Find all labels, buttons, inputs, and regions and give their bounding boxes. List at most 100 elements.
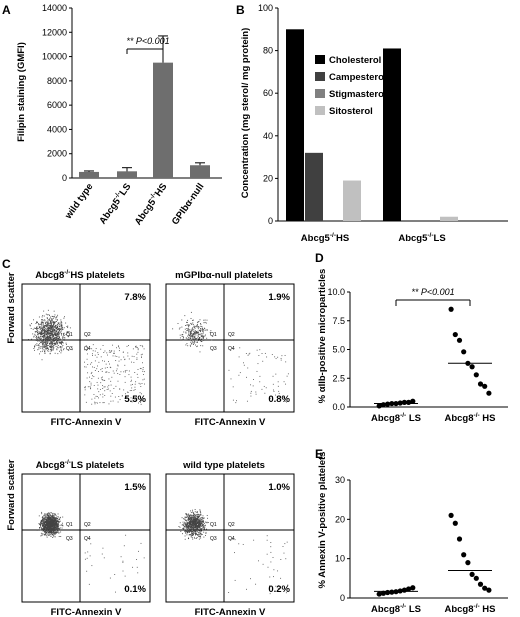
panel-c-event [62, 524, 64, 526]
panel-c-event [186, 522, 188, 524]
panel-c-event [33, 335, 35, 337]
panel-c-event [189, 337, 191, 339]
panel-c-event [186, 530, 188, 532]
panel-c-ylabel-bottom: Forward scatter [6, 459, 17, 531]
panel-c-event [62, 327, 64, 329]
panel-c-event [48, 342, 50, 344]
panel-c-event [58, 518, 60, 520]
panel-c-event [63, 339, 65, 341]
panel-c-event [68, 331, 70, 333]
panel-c-event [197, 526, 199, 528]
panel-c-event [186, 516, 188, 518]
panel-c-event [58, 329, 60, 331]
panel-c-event [106, 352, 108, 354]
panel-c-event [52, 315, 54, 317]
panel-c-event [189, 519, 191, 521]
panel-c-event [191, 340, 192, 341]
panel-c-event [189, 515, 191, 517]
panel-c-event [192, 517, 194, 518]
panel-c-event [202, 338, 204, 339]
panel-c-event [193, 331, 195, 333]
panel-c-event [197, 323, 198, 325]
panel-c-event [44, 521, 46, 523]
panel-c-event [55, 325, 57, 327]
panel-c-event [42, 344, 43, 346]
panel-c-event [56, 321, 57, 323]
panel-c-event [33, 348, 35, 349]
panel-c-event [51, 521, 53, 523]
panel-c-event [273, 390, 275, 392]
panel-c-event [182, 528, 184, 529]
panel-c-event [140, 542, 142, 544]
panel-c-event [37, 337, 38, 339]
panel-c-event [122, 351, 124, 353]
panel-c-event [65, 342, 67, 344]
panel-c-event [47, 323, 49, 325]
panel-c-event [201, 329, 203, 331]
panel-c-event [111, 350, 113, 352]
panel-c-event [198, 523, 200, 525]
panel-c-event [182, 338, 184, 340]
panel-c-event [185, 344, 187, 346]
panel-c-event [199, 337, 201, 339]
panel-c-event [284, 543, 286, 545]
panel-c-quadrant-label: Q4 [228, 536, 235, 542]
panel-c-event [43, 346, 45, 348]
panel-c-event [41, 319, 42, 321]
panel-c-event [191, 520, 193, 522]
panel-c-event [284, 354, 286, 356]
panel-c-event [232, 386, 234, 388]
panel-c-event [41, 316, 43, 318]
panel-c-event [60, 524, 62, 526]
panel-c-event [46, 525, 48, 527]
panel-c-event [190, 536, 192, 538]
panel-c-event [194, 531, 196, 533]
panel-c-event [52, 531, 54, 533]
panel-c-event [62, 335, 64, 337]
panel-c-event [143, 371, 145, 373]
panel-c-event [48, 515, 49, 517]
panel-c-event [42, 344, 44, 346]
panel-c-event [51, 525, 53, 527]
panel-c-event [191, 333, 193, 335]
panel-c-quadrant-label: Q3 [66, 536, 73, 542]
panel-c-event [58, 334, 60, 336]
panel-c-event [49, 334, 51, 336]
panel-c-event [198, 535, 199, 537]
panel-c-event [199, 524, 201, 526]
panel-c-event [50, 520, 52, 522]
panel-c-event [194, 331, 196, 333]
panel-c-event [60, 323, 62, 325]
panel-c-event [198, 525, 200, 527]
panel-c-event [186, 525, 188, 527]
panel-c-event [36, 345, 38, 346]
panel-c-event [36, 322, 37, 323]
panel-c-event [35, 337, 37, 338]
panel-c-event [203, 517, 205, 519]
panel-c-event [128, 374, 130, 376]
panel-c-event [187, 525, 189, 527]
panel-c-event [188, 526, 190, 528]
panel-c-event [192, 535, 194, 537]
panel-c-event [100, 377, 102, 379]
panel-c-event [48, 336, 50, 337]
panel-c-event [55, 521, 57, 523]
panel-c-event [202, 520, 204, 522]
panel-c-event [249, 352, 251, 354]
panel-c-event [202, 345, 204, 347]
panel-c-event [183, 524, 185, 526]
panel-c-event [187, 523, 189, 525]
panel-c-event [57, 525, 59, 527]
panel-c-event [51, 334, 53, 336]
panel-a-xtick-label: Abcg5-/-HS [132, 181, 170, 228]
panel-c-event [190, 521, 192, 523]
panel-c-event [116, 368, 118, 370]
panel-c-event [48, 529, 50, 531]
panel-c-quadrant-label: Q1 [210, 522, 217, 528]
panel-c-event [44, 326, 46, 328]
panel-c-event [44, 530, 46, 532]
panel-c-event [54, 522, 56, 524]
panel-c-event [184, 516, 186, 518]
panel-c-event [195, 523, 197, 525]
panel-c-event [58, 336, 60, 338]
